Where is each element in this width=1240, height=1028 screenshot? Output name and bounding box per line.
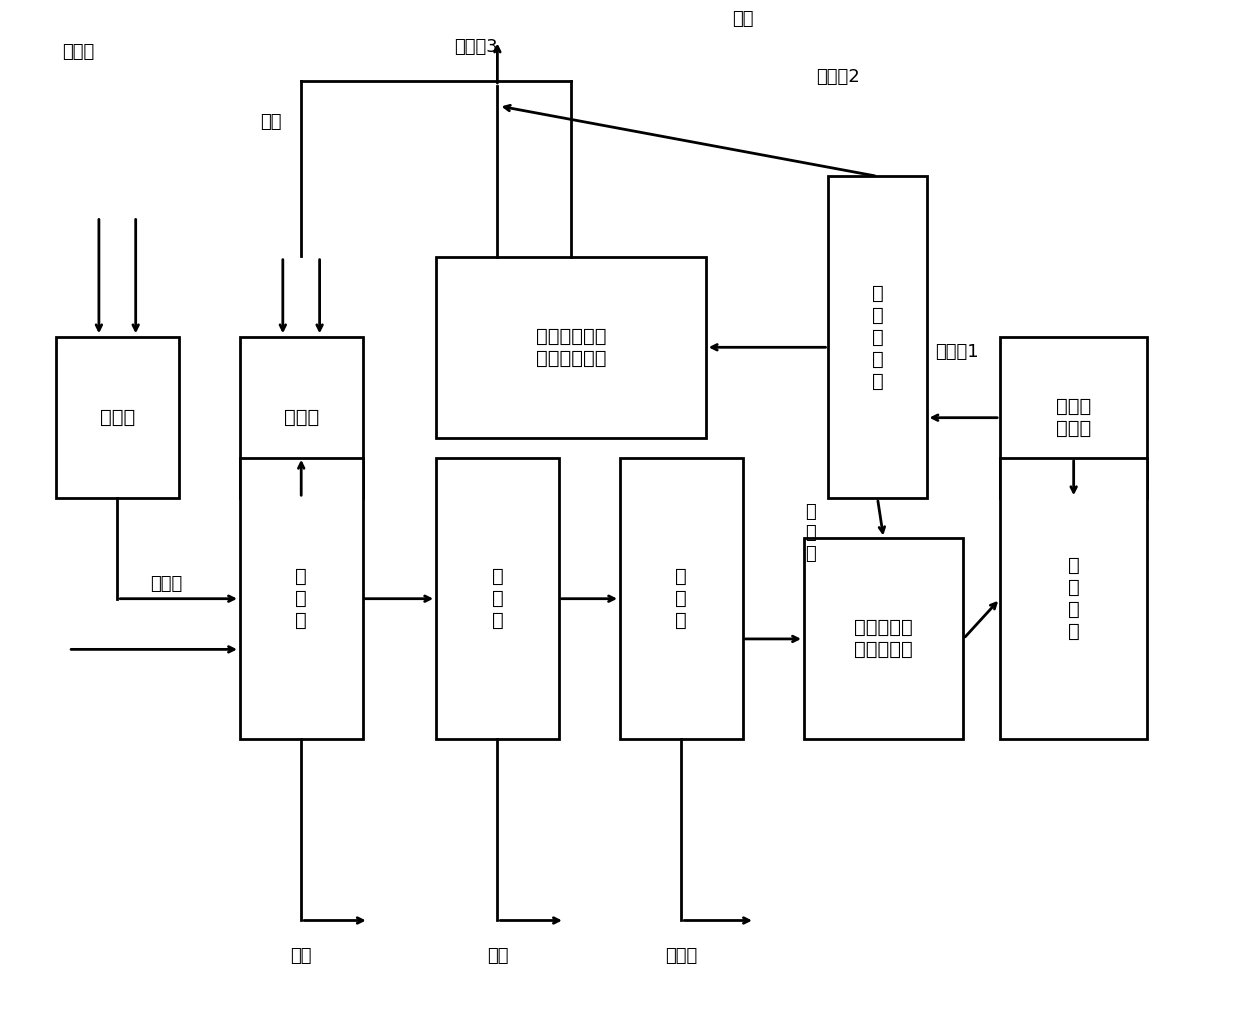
FancyBboxPatch shape: [239, 457, 362, 739]
Text: 粗
单
体: 粗 单 体: [676, 567, 687, 630]
FancyBboxPatch shape: [620, 457, 743, 739]
Text: 洗
涤
塔: 洗 涤 塔: [491, 567, 503, 630]
Text: 氯
甲
烷
塔: 氯 甲 烷 塔: [1068, 556, 1080, 641]
FancyBboxPatch shape: [1001, 457, 1147, 739]
FancyBboxPatch shape: [1001, 337, 1147, 499]
Text: 调节阀1: 调节阀1: [935, 343, 978, 361]
Text: 压缩机及不凝
性气体缓冲罐: 压缩机及不凝 性气体缓冲罐: [536, 327, 606, 368]
Text: 氯
甲
烷: 氯 甲 烷: [805, 503, 816, 562]
Text: 渣浆: 渣浆: [486, 947, 508, 964]
Text: 压缩机缓冲
罐及压缩机: 压缩机缓冲 罐及压缩机: [854, 619, 913, 659]
Text: 废粉: 废粉: [290, 947, 312, 964]
FancyBboxPatch shape: [828, 177, 926, 499]
Text: 膜
分
离
设
备: 膜 分 离 设 备: [872, 284, 883, 391]
FancyBboxPatch shape: [804, 539, 963, 739]
Text: 氯甲烷
冷凝器: 氯甲烷 冷凝器: [1056, 397, 1091, 438]
FancyBboxPatch shape: [239, 337, 362, 499]
Text: 调节阀3: 调节阀3: [455, 38, 498, 56]
Text: 粗单体: 粗单体: [665, 947, 697, 964]
Text: 硅粉: 硅粉: [260, 113, 281, 132]
Text: 放空: 放空: [732, 9, 754, 28]
Text: 硅粉罐: 硅粉罐: [284, 408, 319, 428]
Text: 调节阀2: 调节阀2: [816, 68, 859, 86]
FancyBboxPatch shape: [56, 337, 179, 499]
Text: 铜粉罐: 铜粉罐: [99, 408, 135, 428]
Text: 催化剂: 催化剂: [62, 43, 94, 61]
Text: 氯甲烷: 氯甲烷: [150, 575, 182, 592]
FancyBboxPatch shape: [436, 457, 559, 739]
FancyBboxPatch shape: [436, 257, 706, 438]
Text: 流
化
床: 流 化 床: [295, 567, 308, 630]
